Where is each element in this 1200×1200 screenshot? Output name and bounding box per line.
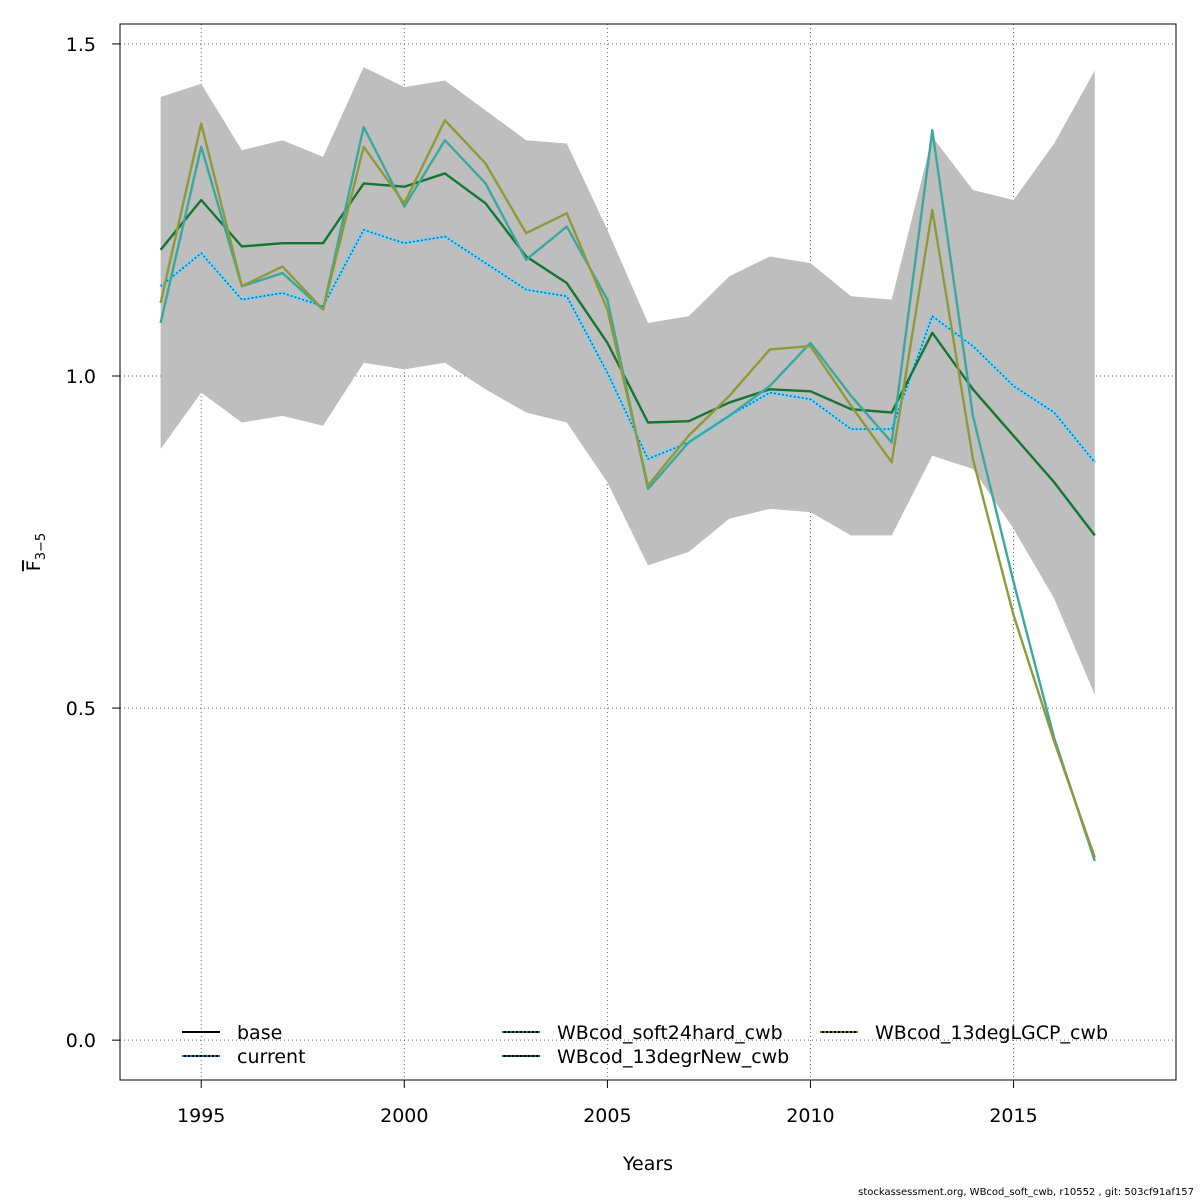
x-tick-label: 2000: [380, 1105, 428, 1127]
plot-frame: [119, 23, 1177, 1081]
y-axis-title-main: F: [23, 560, 45, 571]
legend-label: base: [237, 1022, 282, 1044]
y-tick-label: 0.0: [66, 1030, 96, 1052]
y-axis: 0.0 0.5 1.0 1.5: [66, 34, 120, 1052]
y-tick-label: 1.0: [66, 366, 96, 388]
x-axis-title: Years: [622, 1153, 673, 1175]
x-tick-label: 2005: [583, 1105, 631, 1127]
series-line-current: [160, 229, 1096, 463]
series-line-WBcod_13degrNew_cwb: [159, 172, 1096, 537]
y-axis-title-sub: 3−5: [34, 533, 49, 560]
y-tick-label: 0.5: [66, 698, 96, 720]
series-line-WBcod_13degLGCP_cwb: [159, 119, 1096, 858]
legend-label: WBcod_13degrNew_cwb: [557, 1046, 789, 1068]
series-lines: [159, 119, 1097, 862]
x-tick-label: 2015: [989, 1105, 1037, 1127]
y-axis-title: F3−5: [23, 533, 49, 571]
legend-label: WBcod_soft24hard_cwb: [557, 1022, 783, 1044]
legend: basecurrentWBcod_soft24hard_cwbWBcod_13d…: [182, 1022, 1108, 1068]
legend-label: current: [237, 1046, 306, 1068]
x-tick-label: 1995: [177, 1105, 225, 1127]
x-tick-label: 2010: [786, 1105, 834, 1127]
svg-text:F3−5: F3−5: [23, 533, 49, 571]
x-axis: 1995 2000 2005 2010 2015: [177, 1080, 1038, 1127]
footer-note: stockassessment.org, WBcod_soft_cwb, r10…: [858, 1187, 1194, 1198]
y-tick-label: 1.5: [66, 34, 96, 56]
legend-label: WBcod_13degLGCP_cwb: [875, 1022, 1108, 1044]
